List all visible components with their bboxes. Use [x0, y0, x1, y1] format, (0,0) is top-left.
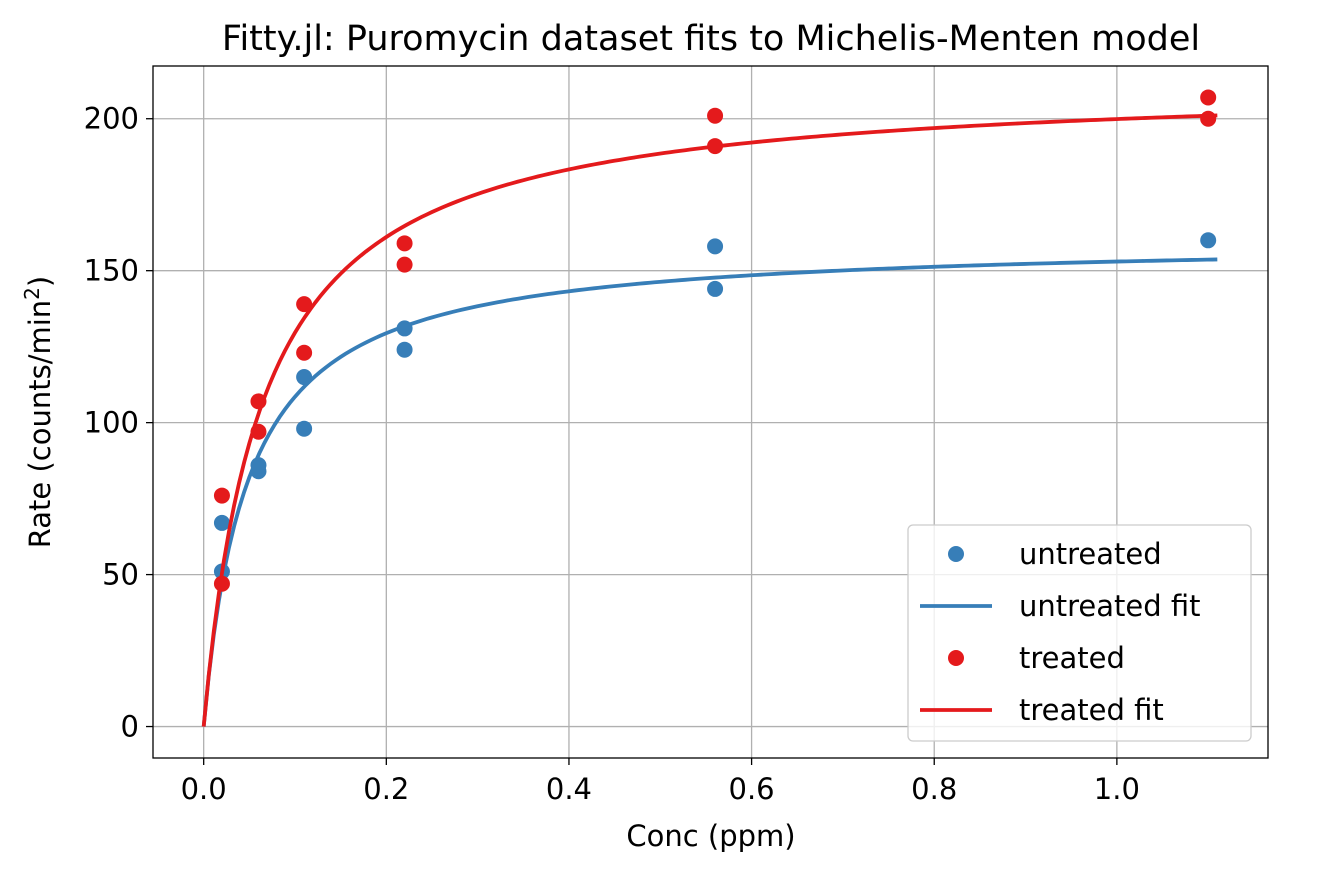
series-treated-point — [707, 138, 724, 155]
y-tick-label: 0 — [121, 710, 139, 744]
y-tick-label: 200 — [84, 102, 139, 136]
y-axis-label: Rate (counts/min2) — [20, 276, 57, 548]
x-tick-label: 0.4 — [546, 772, 592, 806]
series-treated-point — [213, 575, 230, 592]
x-axis: 0.0 0.2 0.4 0.6 0.8 1.0 — [181, 758, 1140, 806]
y-axis-label-close: ) — [23, 276, 57, 287]
y-tick-label: 100 — [84, 406, 139, 440]
legend-label-untreated: untreated — [1019, 537, 1162, 571]
legend-label-treated: treated — [1019, 641, 1125, 675]
y-tick-label: 150 — [84, 254, 139, 288]
chart-title: Fitty.jl: Puromycin dataset fits to Mich… — [222, 19, 1200, 59]
y-axis-label-superscript: 2 — [20, 287, 44, 300]
series-treated-point — [1200, 110, 1217, 127]
legend: untreated untreated fit treated treated fit — [907, 524, 1252, 742]
series-treated-point — [396, 235, 413, 252]
series-untreated-point — [396, 341, 413, 358]
series-untreated-point — [213, 514, 230, 531]
x-tick-label: 0.0 — [181, 772, 227, 806]
series-untreated-point — [250, 457, 267, 474]
legend-swatch-untreated — [948, 546, 964, 562]
series-untreated-point — [296, 420, 313, 437]
series-untreated-point — [396, 320, 413, 337]
series-layer — [201, 89, 1218, 727]
series-treated-point — [250, 423, 267, 440]
x-tick-label: 0.6 — [729, 772, 775, 806]
series-treated-point — [707, 107, 724, 124]
series-untreated-point — [707, 238, 724, 255]
x-tick-label: 0.2 — [363, 772, 409, 806]
series-untreated-point — [1200, 232, 1217, 249]
series-untreated-point — [296, 369, 313, 386]
series-treated-point — [296, 344, 313, 361]
x-axis-label: Conc (ppm) — [626, 819, 795, 853]
legend-box — [907, 524, 1252, 742]
series-treated-point — [396, 256, 413, 273]
legend-swatch-treated — [948, 650, 964, 666]
series-treated-point — [213, 487, 230, 504]
series-untreated-point — [707, 280, 724, 297]
y-axis: 0 50 100 150 200 — [84, 102, 153, 744]
x-tick-label: 0.8 — [911, 772, 957, 806]
series-treated-point — [250, 393, 267, 410]
y-axis-label-main: Rate (counts/min — [23, 300, 57, 548]
legend-label-treated-fit: treated fit — [1019, 693, 1164, 727]
series-treated-point — [296, 296, 313, 313]
series-treated-point — [1200, 89, 1217, 106]
legend-label-untreated-fit: untreated fit — [1019, 589, 1201, 623]
series-untreated-fit-line — [201, 257, 1218, 727]
plot-frame — [152, 65, 1269, 759]
x-tick-label: 1.0 — [1094, 772, 1140, 806]
y-tick-label: 50 — [102, 558, 139, 592]
